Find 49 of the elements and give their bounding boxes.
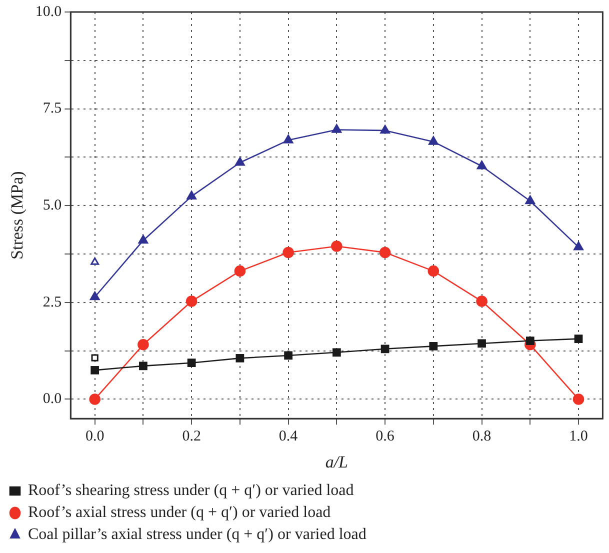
- point: [139, 362, 148, 370]
- point: [574, 334, 583, 344]
- point: [428, 265, 440, 277]
- point: [234, 156, 245, 166]
- x-tick-label: 1.0: [569, 428, 588, 445]
- x-tick-label: 0.8: [472, 428, 492, 445]
- legend-label: Roof’s shearing stress under (q + q′) or varied load: [28, 482, 354, 500]
- point: [572, 394, 584, 405]
- point: [476, 160, 487, 170]
- point: [282, 246, 294, 258]
- point: [331, 240, 342, 252]
- point: [526, 336, 534, 345]
- point: [187, 358, 196, 368]
- point: [186, 296, 198, 307]
- point: [429, 342, 438, 350]
- point: [380, 124, 390, 134]
- point: [138, 234, 148, 244]
- y-tick-label: 2.5: [42, 294, 62, 310]
- y-tick-label: 0.0: [42, 391, 62, 408]
- y-tick-label: 5.0: [42, 198, 62, 214]
- point: [283, 134, 294, 144]
- y-axis-title: Stress (MPa): [8, 171, 27, 260]
- y-tick-label: 10.0: [35, 4, 62, 20]
- x-tick-label: 0.0: [85, 428, 104, 445]
- point: [234, 265, 246, 277]
- x-tick-label: 0.6: [376, 428, 395, 445]
- point: [90, 291, 100, 300]
- point: [186, 190, 197, 200]
- x-tick-label: 0.2: [182, 428, 201, 445]
- point: [574, 241, 584, 250]
- point: [332, 348, 341, 357]
- point: [525, 195, 536, 204]
- point: [236, 354, 244, 362]
- point: [90, 366, 100, 374]
- point: [284, 351, 292, 360]
- point: [90, 257, 100, 265]
- x-tick-label: 0.4: [278, 428, 298, 445]
- legend-label: Coal pillar’s axial stress under (q + q′) or varied load: [28, 526, 366, 544]
- point: [428, 136, 438, 145]
- point: [91, 354, 98, 362]
- point: [332, 124, 342, 133]
- point: [478, 339, 486, 348]
- x-axis-title: a/L: [325, 452, 348, 472]
- y-tick-label: 7.5: [42, 100, 62, 117]
- point: [138, 338, 149, 350]
- point: [380, 344, 390, 354]
- legend-label: Roof’s axial stress under (q + q′) or varied load: [28, 504, 331, 522]
- point: [476, 296, 488, 307]
- point: [379, 246, 391, 258]
